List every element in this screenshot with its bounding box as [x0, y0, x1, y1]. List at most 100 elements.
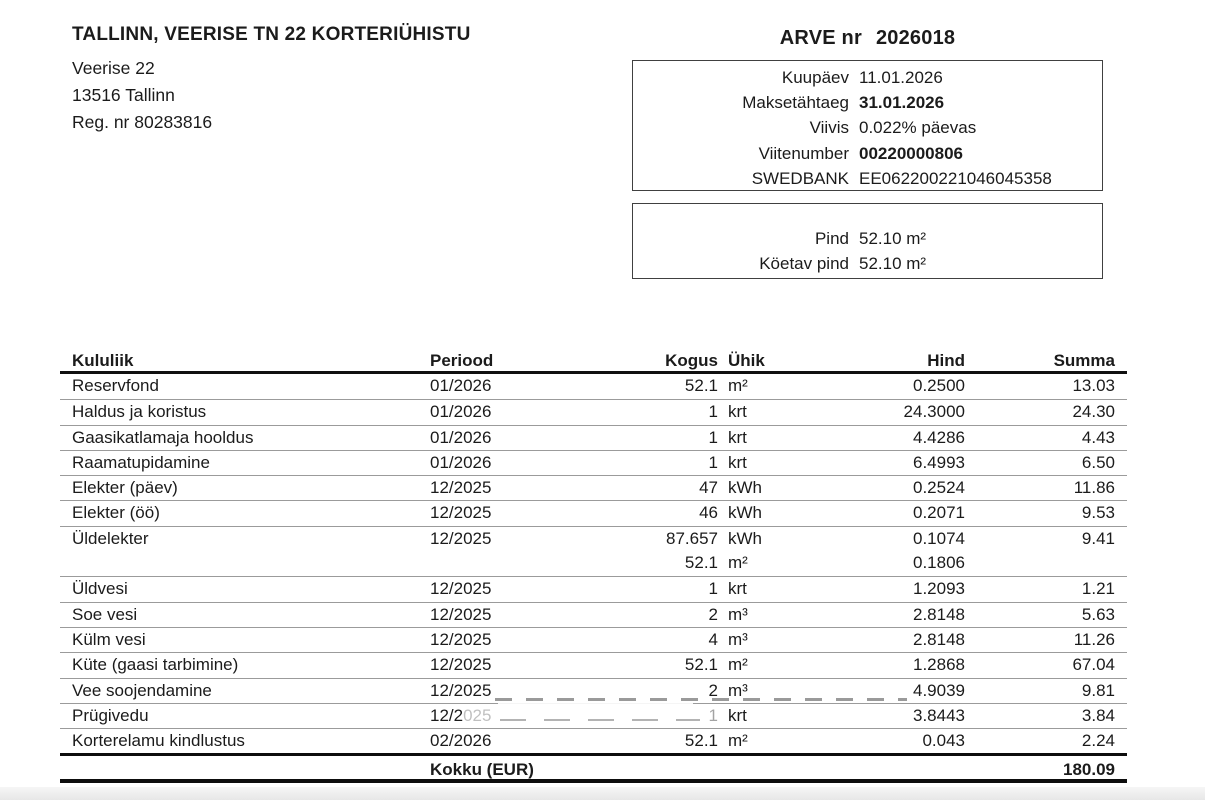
cell-sum: 9.41: [1081, 528, 1115, 548]
cell-unit: krt: [728, 705, 747, 725]
charges-table: Kululiik Periood Kogus Ühik Hind Summa R…: [60, 352, 1127, 784]
table-row: Elekter (päev) 12/2025 47 kWh 0.2524 11.…: [60, 475, 1127, 500]
cell-unit: m²: [728, 731, 748, 751]
table-row: Haldus ja koristus 01/2026 1 krt 24.3000…: [60, 399, 1127, 424]
cell-cost-type: Soe vesi: [72, 604, 138, 624]
header-unit: Ühik: [728, 351, 765, 370]
cell-sum: 9.81: [1081, 680, 1115, 700]
sender-address-city: 13516 Tallinn: [72, 85, 175, 105]
cell-price: 2.8148: [913, 604, 965, 624]
cell-cost-type: Elekter (päev): [72, 478, 178, 498]
cell-quantity: 1: [595, 704, 718, 728]
cell-unit: kWh: [728, 478, 762, 498]
cell-cost-type: Gaasikatlamaja hooldus: [72, 427, 254, 447]
cell-price: 0.2500: [913, 376, 965, 395]
table-total-row: Kokku (EUR) 180.09: [60, 753, 1127, 784]
cell-unit: m³: [728, 680, 748, 700]
cell-unit: kWh: [728, 503, 762, 523]
cell-period: 12/2025: [430, 604, 492, 624]
cell-period: 12/2025: [430, 503, 492, 523]
cell-sum: 24.30: [1072, 402, 1115, 422]
cell-sum: 1.21: [1081, 579, 1115, 599]
cell-sum: 2.24: [1081, 731, 1115, 751]
detail-row-bank: SWEDBANK EE062200221046045358: [633, 166, 1102, 191]
cell-sum: [965, 551, 1115, 576]
reference-value: 00220000806: [859, 143, 964, 163]
cell-sum: 6.50: [1081, 452, 1115, 472]
cell-period: 12/2025: [430, 478, 492, 498]
cell-quantity: 1: [708, 579, 718, 599]
due-date-label: Maksetähtaeg: [742, 93, 849, 113]
cell-quantity: 1: [708, 402, 718, 422]
cell-quantity: 47: [699, 478, 718, 498]
cell-cost-type: Elekter (öö): [72, 503, 160, 523]
cell-unit: kWh: [728, 528, 762, 548]
cell-unit: m²: [728, 376, 748, 395]
cell-quantity: 87.657: [666, 528, 718, 548]
table-header-row: Kululiik Periood Kogus Ühik Hind Summa: [60, 352, 1127, 374]
cell-price: 2.8148: [913, 629, 965, 649]
cell-sum: 4.43: [1081, 427, 1115, 447]
cell-price: 0.043: [922, 731, 965, 751]
cell-unit: m²: [728, 553, 748, 573]
cell-period: 12/2025: [430, 579, 492, 599]
table-row: Reservfond 01/2026 52.1 m² 0.2500 13.03: [60, 374, 1127, 399]
table-row: Prügivedu 12/2025 1 krt 3.8443 3.84: [60, 702, 1127, 728]
cell-quantity: 4: [708, 629, 718, 649]
sender-address-street: Veerise 22: [72, 58, 155, 78]
detail-row-date: Kuupäev 11.01.2026: [633, 65, 1102, 90]
cell-quantity: 2: [708, 604, 718, 624]
cell-cost-type: Üldelekter: [72, 528, 149, 548]
cell-unit: krt: [728, 452, 747, 472]
table-row: Külm vesi 12/2025 4 m³ 2.8148 11.26: [60, 626, 1127, 652]
cell-price: 24.3000: [903, 402, 965, 422]
scan-artifact-fade-period: [463, 705, 498, 724]
cell-sum: 3.84: [1081, 705, 1115, 725]
cell-unit: m²: [728, 655, 748, 675]
cell-cost-type: Prügivedu: [72, 705, 149, 725]
table-row: Gaasikatlamaja hooldus 01/2026 1 krt 4.4…: [60, 424, 1127, 450]
header-quantity: Kogus: [665, 351, 718, 370]
date-label: Kuupäev: [781, 68, 849, 87]
total-value: 180.09: [1063, 760, 1115, 780]
header-price: Hind: [927, 351, 965, 370]
cell-sum: 9.53: [1081, 503, 1115, 523]
heated-area-label: Köetav pind: [759, 254, 849, 274]
scan-artifact-dashes-lower: [500, 719, 700, 722]
cell-sum: 5.63: [1081, 604, 1115, 624]
invoice-number: 2026018: [875, 27, 956, 49]
table-row: 52.1 m² 0.1806: [60, 551, 1127, 576]
invoice-title-label: ARVE nr: [779, 27, 862, 49]
detail-row-reference: Viitenumber 00220000806: [633, 141, 1102, 166]
detail-row-penalty: Viivis 0.022% päevas: [633, 115, 1102, 140]
bank-label: SWEDBANK: [751, 168, 849, 188]
cell-cost-type: Korterelamu kindlustus: [72, 731, 245, 751]
sender-block: TALLINN, VEERISE TN 22 KORTERIÜHISTU Vee…: [72, 24, 471, 136]
cell-price: 3.8443: [913, 705, 965, 725]
cell-period: 12/2025: [430, 629, 492, 649]
invoice-title: ARVE nr 2026018: [632, 27, 1103, 50]
cell-period: 01/2026: [430, 376, 492, 395]
cell-cost-type: Raamatupidamine: [72, 452, 210, 472]
cell-price: 4.9039: [913, 680, 965, 700]
detail-row-due-date: Maksetähtaeg 31.01.2026: [633, 90, 1102, 115]
cell-period: 12/2025: [430, 655, 492, 675]
cell-sum: 13.03: [1072, 376, 1115, 395]
cell-period: 12/2025: [430, 705, 492, 725]
cell-quantity: 1: [708, 427, 718, 447]
cell-period: [430, 551, 595, 576]
area-row: Pind 52.10 m²: [633, 226, 1102, 251]
due-date-value: 31.01.2026: [859, 93, 945, 113]
cell-price: 6.4993: [913, 452, 965, 472]
sender-name: TALLINN, VEERISE TN 22 KORTERIÜHISTU: [72, 24, 471, 45]
cell-price: 0.1806: [913, 553, 965, 573]
table-row: Elekter (öö) 12/2025 46 kWh 0.2071 9.53: [60, 500, 1127, 525]
area-box: Pind 52.10 m² Köetav pind 52.10 m²: [632, 203, 1103, 279]
cell-period: 12/2025: [430, 528, 492, 548]
cell-unit: krt: [728, 427, 747, 447]
cell-period: 01/2026: [430, 402, 492, 422]
heated-area-row: Köetav pind 52.10 m²: [633, 251, 1102, 276]
cell-price: 0.1074: [913, 528, 965, 548]
area-label: Pind: [814, 229, 849, 248]
